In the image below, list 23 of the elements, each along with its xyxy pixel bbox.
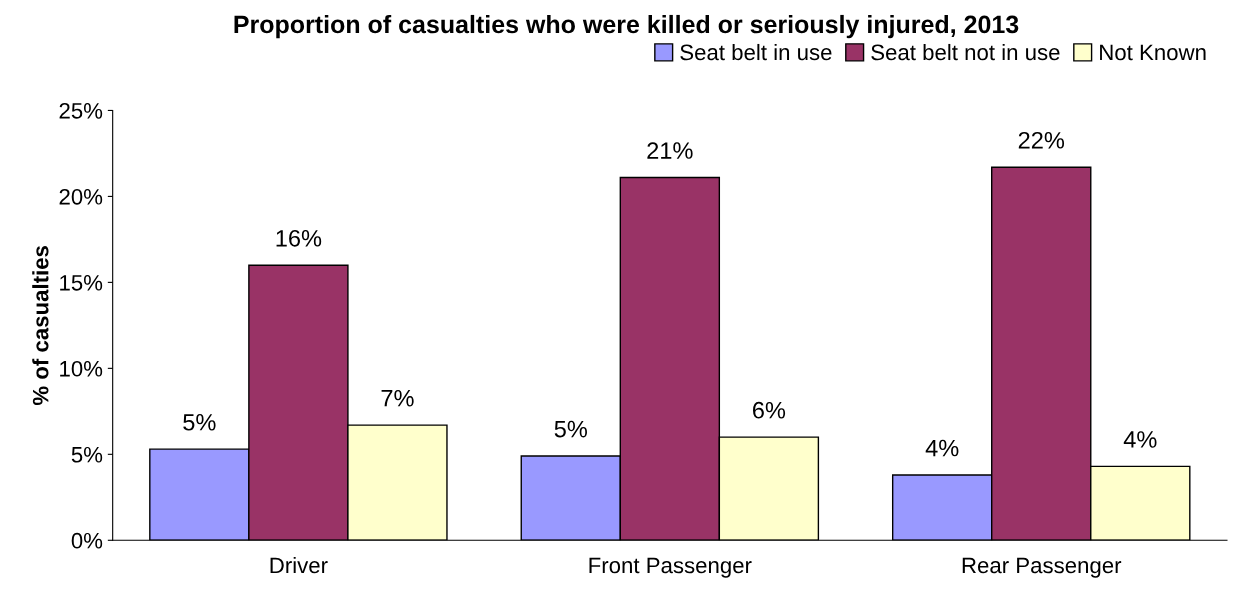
data-label: 5% [183, 413, 216, 431]
x-tick-label: Rear Passenger [962, 557, 1122, 578]
y-tick-label: 15% [60, 275, 103, 291]
data-label: 7% [381, 389, 414, 407]
x-tick-label: Driver [270, 556, 328, 574]
data-label: 4% [925, 439, 959, 457]
y-tick-label: 25% [59, 102, 103, 119]
y-tick-label: 0% [71, 532, 103, 549]
chart-title: Proportion of casualties who were killed or seriously injured, 2013 [234, 14, 1019, 39]
data-label: 6% [753, 401, 786, 419]
legend-label: Not Known [1100, 44, 1206, 61]
data-label: 21% [647, 142, 693, 159]
y-axis-title: % of casualties [32, 245, 49, 406]
legend-label: Seat belt not in use [871, 43, 1060, 61]
data-label: 16% [276, 229, 322, 247]
y-tick-label: 10% [60, 360, 103, 377]
y-tick-label: 20% [59, 188, 103, 205]
data-label: 22% [1018, 131, 1065, 149]
y-tick-label: 5% [71, 446, 103, 463]
data-label: 4% [1123, 431, 1157, 448]
x-tick-label: Front Passenger [589, 557, 752, 578]
legend-label: Seat belt in use [680, 43, 832, 61]
data-label: 5% [554, 420, 587, 438]
